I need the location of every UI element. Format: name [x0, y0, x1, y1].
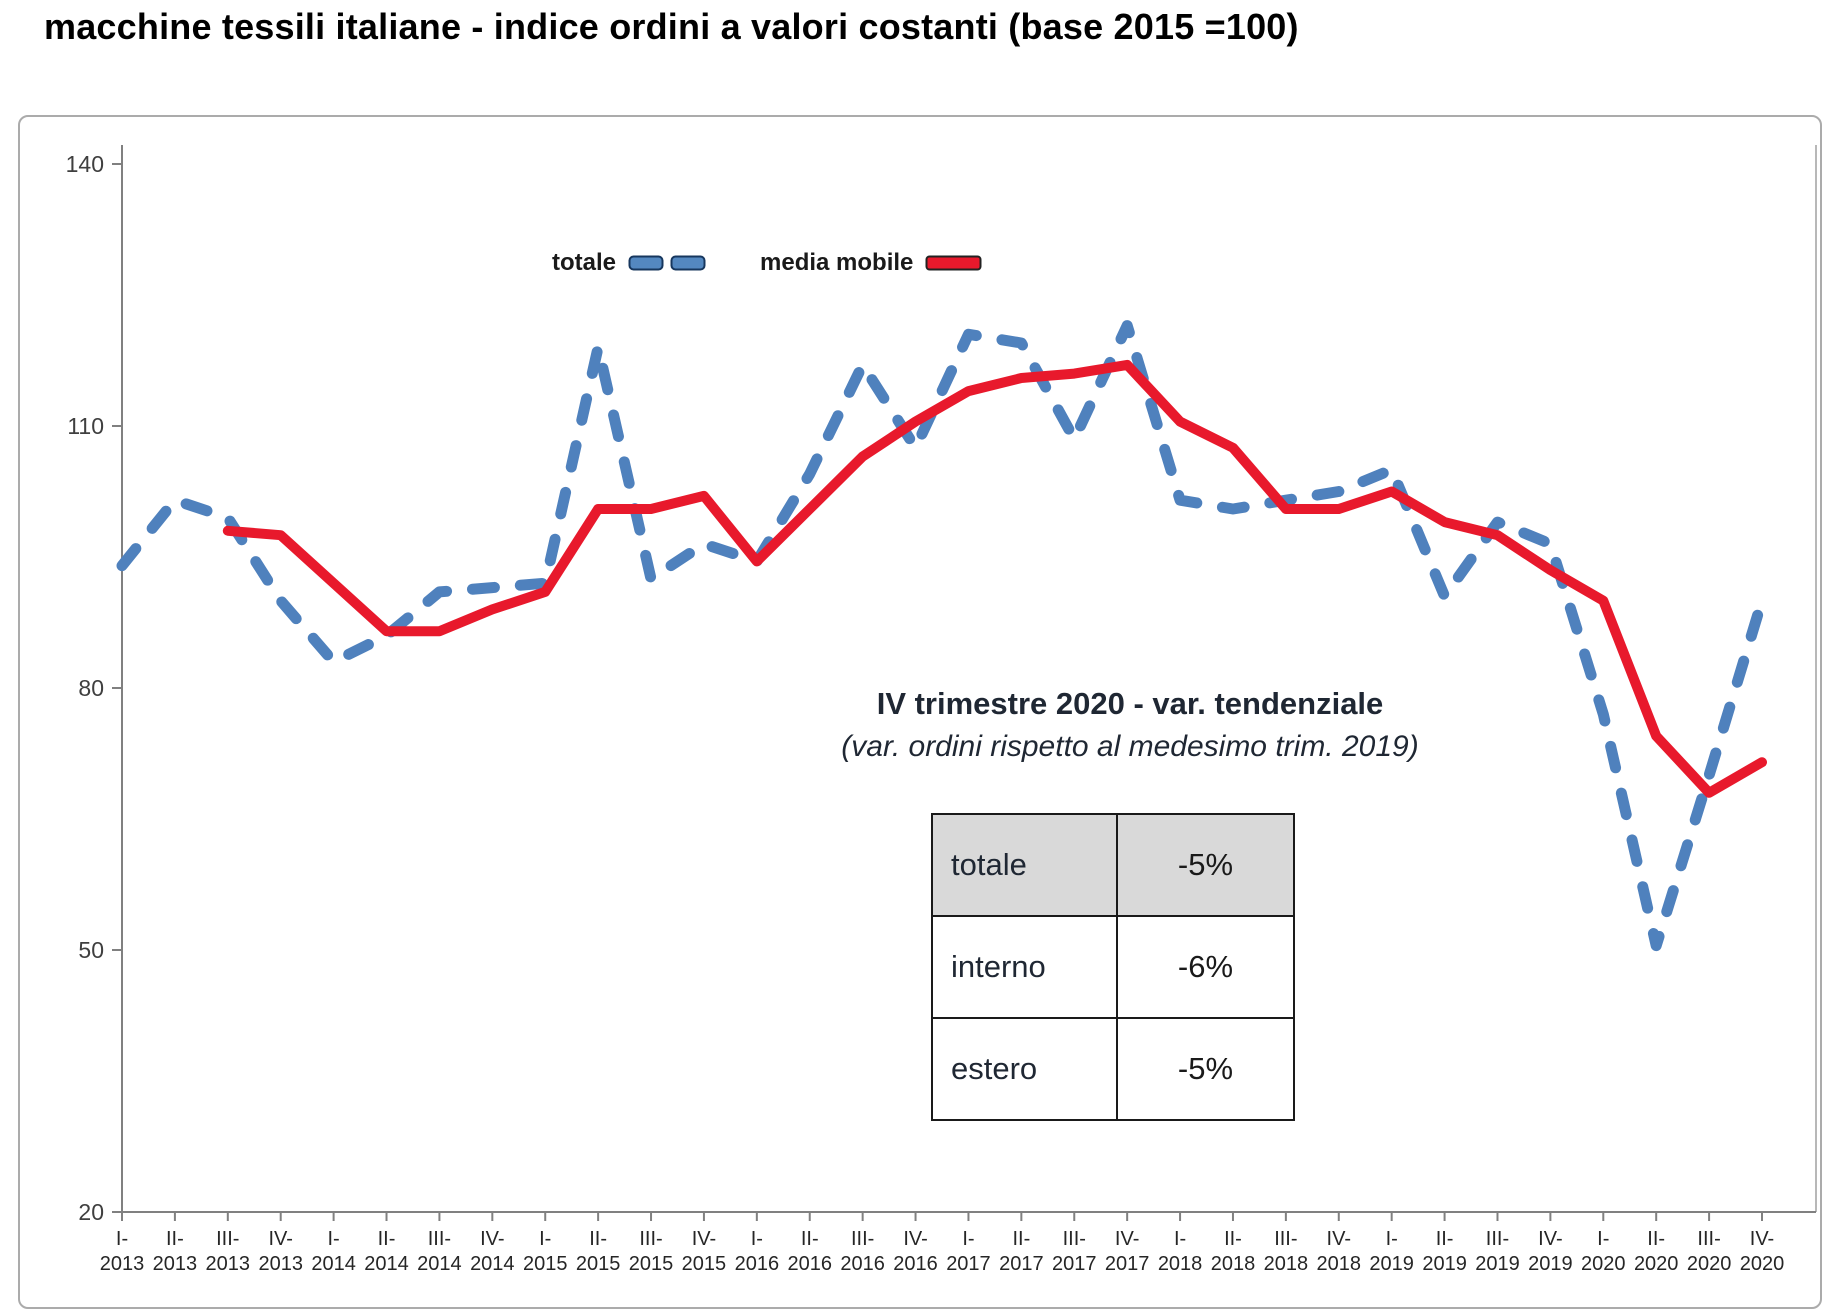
legend-label-media-mobile: media mobile — [760, 249, 914, 276]
y-tick-label: 20 — [78, 1199, 104, 1225]
x-tick-label: III- — [1486, 1228, 1509, 1250]
x-tick-label: IV- — [1327, 1228, 1351, 1250]
x-tick-year-label: 2020 — [1740, 1253, 1785, 1275]
y-tick-label: 80 — [78, 675, 104, 701]
x-tick-year-label: 2018 — [1317, 1253, 1362, 1275]
y-tick-label: 50 — [78, 937, 104, 963]
chart-frame — [18, 115, 1822, 1309]
x-tick-label: I- — [962, 1228, 974, 1250]
x-tick-year-label: 2018 — [1158, 1253, 1203, 1275]
annotation-subtitle: (var. ordini rispetto al medesimo trim. … — [841, 730, 1419, 763]
x-tick-label: II- — [801, 1228, 819, 1250]
y-tick-labels: 20 50 80 110 140 — [66, 151, 122, 1225]
x-tick-year-label: 2017 — [1105, 1253, 1150, 1275]
x-tick-label: IV- — [903, 1228, 927, 1250]
x-tick-label: I- — [539, 1228, 551, 1250]
x-tick-label: III- — [1697, 1228, 1720, 1250]
x-tick-label: IV- — [1538, 1228, 1562, 1250]
x-tick-year-label: 2014 — [311, 1253, 356, 1275]
x-tick-year-label: 2018 — [1211, 1253, 1256, 1275]
table-row: interno -6% — [931, 915, 1295, 1019]
x-tick-year-label: 2019 — [1422, 1253, 1467, 1275]
table-row-value: -6% — [1116, 915, 1295, 1019]
table-row-value: -5% — [1116, 1017, 1295, 1121]
x-tick-year-label: 2019 — [1528, 1253, 1573, 1275]
x-tick-year-label: 2017 — [946, 1253, 991, 1275]
x-tick-label: II- — [1012, 1228, 1030, 1250]
x-tick-year-label: 2020 — [1581, 1253, 1626, 1275]
x-tick-label: III- — [1063, 1228, 1086, 1250]
media-mobile-series-line — [222, 359, 1767, 798]
x-tick-label: III- — [428, 1228, 451, 1250]
table-row: totale -5% — [931, 813, 1295, 917]
chart-legend: totale media mobile — [552, 244, 983, 282]
table-row-label: interno — [931, 915, 1118, 1019]
x-tick-year-label: 2015 — [682, 1253, 727, 1275]
x-tick-year-label: 2014 — [364, 1253, 409, 1275]
x-tick-label: IV- — [268, 1228, 292, 1250]
x-tick-label: II- — [589, 1228, 607, 1250]
x-tick-year-label: 2015 — [629, 1253, 674, 1275]
x-tick-label: II- — [166, 1228, 184, 1250]
x-tick-label: I- — [1597, 1228, 1609, 1250]
x-tick-label: IV- — [1115, 1228, 1139, 1250]
x-tick-label: IV- — [692, 1228, 716, 1250]
x-tick-year-label: 2013 — [100, 1253, 145, 1275]
y-tick-label: 110 — [67, 413, 104, 439]
x-tick-year-label: 2013 — [258, 1253, 303, 1275]
x-tick-label: I- — [328, 1228, 340, 1250]
totale-dashed-swatch-icon — [628, 255, 706, 271]
x-tick-label: II- — [1224, 1228, 1242, 1250]
x-tick-label: I- — [1386, 1228, 1398, 1250]
x-tick-year-label: 2016 — [840, 1253, 885, 1275]
x-tick-year-label: 2015 — [523, 1253, 568, 1275]
x-tick-year-label: 2019 — [1369, 1253, 1414, 1275]
x-tick-label: III- — [216, 1228, 239, 1250]
x-tick-label: III- — [639, 1228, 662, 1250]
x-tick-year-label: 2016 — [787, 1253, 832, 1275]
x-tick-label: III- — [851, 1228, 874, 1250]
x-tick-year-label: 2017 — [999, 1253, 1044, 1275]
x-tick-year-label: 2016 — [735, 1253, 780, 1275]
media-mobile-swatch-icon — [925, 255, 982, 271]
x-tick-label: I- — [1174, 1228, 1186, 1250]
x-tick-year-label: 2014 — [470, 1253, 515, 1275]
annotation-title: IV trimestre 2020 - var. tendenziale — [876, 686, 1384, 721]
x-tick-label: II- — [1436, 1228, 1454, 1250]
table-row: estero -5% — [931, 1017, 1295, 1121]
chart-title: macchine tessili italiane - indice ordin… — [44, 6, 1299, 47]
table-row-label: totale — [931, 813, 1118, 917]
x-tick-year-label: 2017 — [1052, 1253, 1097, 1275]
table-row-label: estero — [931, 1017, 1118, 1121]
x-tick-labels: I- 2013 II- 2013 III- 2013 IV- 2013 I- 2014 II- 201… — [100, 1212, 1785, 1275]
y-tick-label: 140 — [66, 151, 104, 177]
x-tick-label: I- — [116, 1228, 128, 1250]
x-tick-label: II- — [1647, 1228, 1665, 1250]
x-tick-year-label: 2020 — [1634, 1253, 1679, 1275]
x-tick-year-label: 2013 — [153, 1253, 198, 1275]
x-tick-label: I- — [751, 1228, 763, 1250]
table-row-value: -5% — [1116, 813, 1295, 917]
x-tick-label: III- — [1274, 1228, 1297, 1250]
annotation-block: IV trimestre 2020 - var. tendenziale (va… — [705, 686, 1555, 764]
x-tick-year-label: 2013 — [206, 1253, 251, 1275]
x-tick-year-label: 2019 — [1475, 1253, 1520, 1275]
x-tick-year-label: 2014 — [417, 1253, 462, 1275]
x-tick-label: IV- — [480, 1228, 504, 1250]
x-tick-year-label: 2016 — [893, 1253, 938, 1275]
x-tick-year-label: 2018 — [1264, 1253, 1309, 1275]
x-tick-year-label: 2015 — [576, 1253, 621, 1275]
x-tick-label: II- — [378, 1228, 396, 1250]
x-tick-year-label: 2020 — [1687, 1253, 1732, 1275]
variation-table: totale -5% interno -6% estero -5% — [931, 813, 1295, 1121]
x-tick-label: IV- — [1750, 1228, 1774, 1250]
legend-label-totale: totale — [552, 249, 617, 276]
